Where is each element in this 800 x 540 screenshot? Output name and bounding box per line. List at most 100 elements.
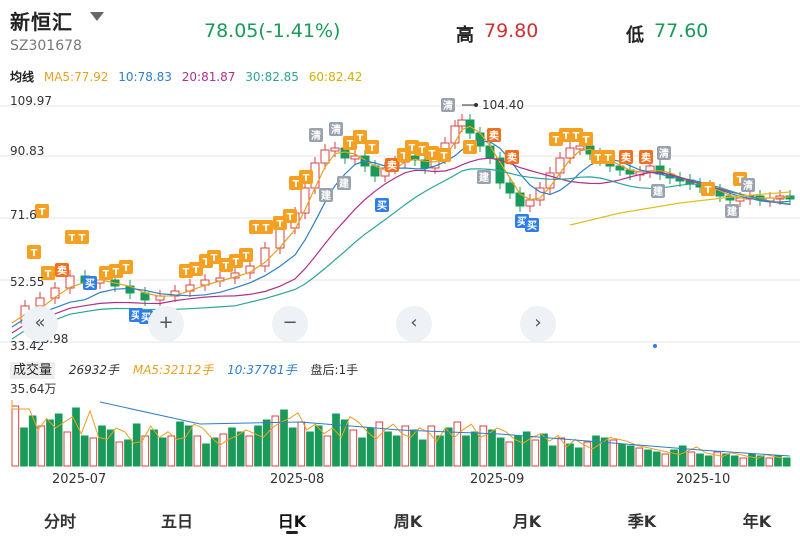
prev-button[interactable]: ‹	[396, 306, 432, 342]
volume-bar	[531, 439, 540, 467]
marker-t-icon	[119, 260, 133, 274]
scroll-indicator	[653, 344, 657, 348]
marker-t-label: T	[287, 212, 294, 223]
marker-t-label: T	[113, 267, 120, 278]
volume-bar	[782, 457, 791, 467]
volume-ma5-line	[11, 400, 784, 459]
back-button[interactable]: «	[22, 306, 58, 342]
marker-sell-label: 卖	[621, 151, 631, 164]
marker-t-label: T	[211, 253, 218, 264]
marker-sell-icon	[55, 263, 69, 277]
marker-t-label: T	[737, 175, 744, 186]
marker-clear-label: 清	[659, 147, 669, 160]
tab-intraday[interactable]: 分时	[43, 512, 76, 531]
tab-daily-k[interactable]: 日K	[277, 512, 307, 531]
volume-bar	[245, 435, 254, 467]
volume-bar	[644, 449, 652, 467]
volume-bar	[72, 407, 80, 467]
marker-buy-label: 买	[141, 312, 151, 324]
marker-t-label: T	[203, 257, 210, 268]
volume-legend[interactable]: 成交量 26932手 MA5:32112手 10:37781手 盘后:1手	[10, 359, 358, 379]
volume-bar	[358, 437, 366, 467]
marker-t-icon	[239, 248, 253, 262]
marker-t-label: T	[103, 269, 110, 280]
volume-bar	[288, 427, 297, 467]
x-label-sep: 2025-09	[470, 472, 525, 487]
volume-bar	[609, 439, 618, 467]
volume-bar	[652, 451, 661, 467]
tab-yearly-k[interactable]: 年K	[742, 512, 772, 531]
volume-value: 26932手	[68, 363, 120, 377]
volume-bar	[236, 431, 245, 467]
volume-bar	[462, 435, 470, 467]
volume-bar	[618, 443, 626, 467]
stock-dropdown-caret-icon[interactable]	[90, 12, 104, 21]
marker-clear-label: 清	[743, 179, 753, 192]
volume-bar	[98, 425, 106, 467]
candle	[475, 132, 485, 147]
volume-chart[interactable]	[0, 380, 800, 468]
candle	[275, 227, 285, 249]
volume-bar	[63, 431, 72, 467]
marker-build-icon	[651, 184, 665, 198]
marker-t-label: T	[357, 133, 364, 144]
candle	[485, 145, 495, 159]
marker-buy-label: 买	[527, 220, 537, 232]
volume-bar	[557, 437, 566, 467]
marker-t-label: T	[347, 139, 354, 150]
volume-bar	[479, 425, 488, 467]
marker-build-icon	[725, 204, 739, 218]
volume-bar	[696, 453, 704, 467]
marker-t-icon	[579, 132, 593, 146]
volume-bar	[132, 423, 141, 467]
tab-five-day[interactable]: 五日	[160, 512, 193, 531]
volume-bar	[176, 421, 184, 467]
marker-t-label: T	[223, 261, 230, 272]
marker-t-icon	[35, 204, 49, 218]
tab-weekly-k[interactable]: 周K	[393, 512, 423, 531]
marker-build-label: 建	[652, 185, 664, 198]
volume-ma10: 10:37781手	[227, 363, 297, 377]
marker-t-label: T	[369, 143, 376, 154]
marker-buy-label: 买	[85, 278, 95, 290]
volume-bar	[592, 435, 600, 467]
marker-t-label: T	[429, 149, 436, 160]
marker-sell-icon	[505, 150, 519, 164]
ma-legend[interactable]: 均线 MA5:77.92 10:78.83 20:81.87 30:82.85 …	[10, 68, 368, 85]
marker-build-icon	[319, 188, 333, 202]
volume-bar	[765, 457, 774, 467]
marker-clear-icon	[741, 178, 755, 192]
volume-bar	[20, 427, 28, 467]
candle	[565, 147, 575, 159]
volume-bar	[332, 413, 340, 467]
marker-buy-icon	[83, 276, 97, 290]
active-tab-indicator	[286, 531, 298, 534]
kline-chart[interactable]: TT卖TTT买TTT买买买TTTTTTTTTTTTT清清建建TTT卖TTTTT买…	[0, 88, 800, 350]
volume-bar	[280, 409, 288, 467]
marker-t-label: T	[303, 173, 310, 184]
volume-box-label[interactable]: 成交量	[10, 362, 56, 379]
volume-bar	[184, 425, 193, 467]
candle	[350, 155, 360, 160]
marker-t-icon	[353, 130, 367, 144]
x-label-oct: 2025-10	[676, 472, 731, 487]
marker-clear-icon	[309, 128, 323, 142]
volume-bar	[410, 429, 418, 467]
volume-bar	[453, 421, 462, 467]
marker-buy-icon	[375, 198, 389, 212]
zoom-in-button[interactable]: +	[148, 306, 184, 342]
tab-quarterly-k[interactable]: 季K	[627, 512, 657, 531]
marker-t-label: T	[69, 233, 76, 244]
low-label: 低	[626, 25, 644, 46]
zoom-out-button[interactable]: −	[272, 306, 308, 342]
volume-bar	[228, 427, 236, 467]
volume-bar	[37, 425, 46, 467]
marker-sell-label: 卖	[507, 151, 517, 164]
marker-t-label: T	[409, 143, 416, 154]
marker-sell-label: 卖	[641, 151, 651, 164]
marker-buy-label: 买	[131, 310, 141, 322]
tab-monthly-k[interactable]: 月K	[512, 512, 542, 531]
ma-legend-title: 均线	[10, 70, 35, 84]
candle	[525, 199, 535, 207]
next-button[interactable]: ›	[520, 306, 556, 342]
